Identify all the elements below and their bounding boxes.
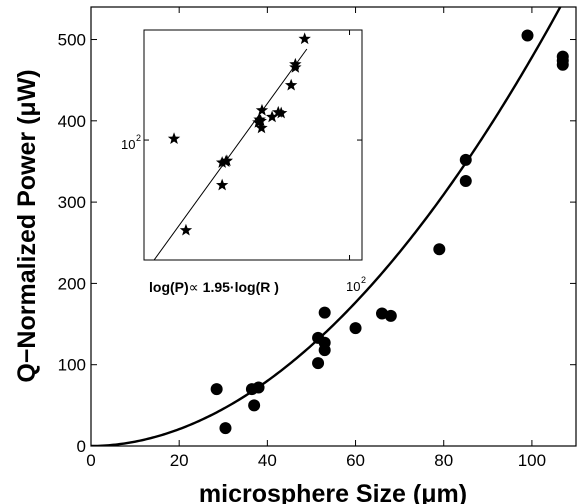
x-tick-label: 20 <box>170 451 189 470</box>
main-data-points <box>210 29 569 435</box>
x-axis-title: microsphere Size (μm) <box>199 480 467 504</box>
data-point <box>459 174 472 187</box>
y-tick-label: 400 <box>58 112 86 131</box>
data-point <box>349 322 362 335</box>
data-point <box>219 422 232 435</box>
inset-x-tick-label: 10 2 <box>346 275 366 294</box>
inset-y-tick-label: 10 2 <box>121 133 141 152</box>
data-point <box>384 309 397 322</box>
data-point <box>318 306 331 319</box>
x-tick-label: 0 <box>86 451 95 470</box>
inset-data-point <box>265 110 279 123</box>
inset-data-point <box>254 114 267 127</box>
main-axis-ticks: 0 20 40 60 80 100 0 100 200 300 400 500 <box>58 7 576 470</box>
main-plot-frame <box>90 6 577 447</box>
inset-plot-frame <box>143 29 363 261</box>
inset-annotation-rhs: 1.95·log(R ) <box>203 279 279 295</box>
y-tick-label: 500 <box>58 31 86 50</box>
x-tick-label: 60 <box>346 451 365 470</box>
inset-fit-annotation: log(P)∝ 1.95·log(R ) <box>149 279 279 296</box>
inset-x-tick-base: 10 <box>346 279 360 294</box>
x-tick-label: 80 <box>434 451 453 470</box>
inset-data-points <box>167 32 311 236</box>
inset-data-point <box>167 132 181 145</box>
inset-annotation-lhs: log(P) <box>149 279 189 295</box>
inset-data-point <box>275 106 288 119</box>
y-tick-label: 200 <box>58 274 86 293</box>
inset-data-point <box>298 32 311 45</box>
inset-data-point <box>255 121 268 134</box>
fit-curve-line <box>91 7 562 446</box>
data-point <box>248 399 261 412</box>
inset-data-point <box>215 156 229 168</box>
data-point <box>556 58 569 71</box>
data-point <box>433 243 446 256</box>
data-point <box>521 29 534 42</box>
data-point <box>210 383 223 396</box>
inset-x-tick-exp: 2 <box>361 275 366 285</box>
inset-data-point <box>220 154 234 167</box>
y-axis-title: Q−Normalized Power (μW) <box>13 69 41 382</box>
y-tick-label: 100 <box>58 356 86 375</box>
inset-y-tick-base: 10 <box>121 137 135 152</box>
inset-axis-ticks <box>144 30 362 260</box>
data-point <box>318 336 331 349</box>
data-point <box>459 153 472 166</box>
data-point <box>252 381 265 394</box>
main-fit-curve <box>91 7 562 446</box>
x-tick-label: 40 <box>258 451 277 470</box>
inset-data-point <box>284 78 298 91</box>
x-tick-label: 100 <box>518 451 546 470</box>
inset-data-point <box>289 57 302 70</box>
inset-data-point <box>255 103 269 116</box>
inset-annotation-proportional-sign: ∝ <box>189 280 199 296</box>
inset-plot-background <box>144 30 362 260</box>
data-point <box>312 357 325 370</box>
inset-y-tick-exp: 2 <box>136 133 141 143</box>
y-tick-label: 300 <box>58 193 86 212</box>
y-tick-label: 0 <box>77 437 86 456</box>
inset-data-point <box>215 178 229 191</box>
inset-data-point <box>179 223 193 236</box>
